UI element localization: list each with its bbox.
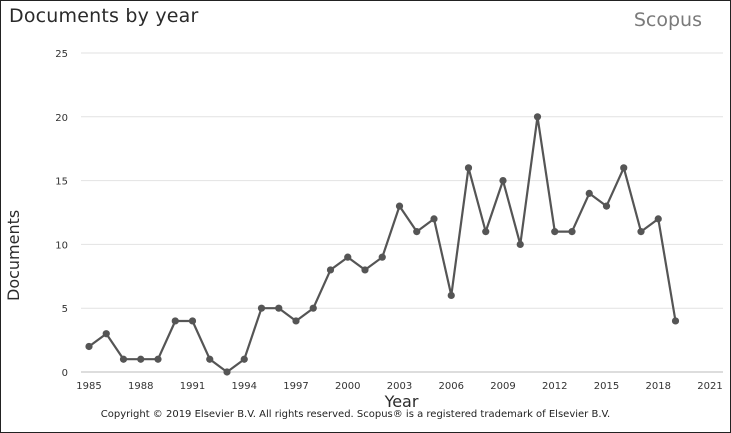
data-point	[551, 228, 559, 236]
data-point	[309, 304, 317, 312]
data-point	[361, 266, 369, 274]
data-point	[206, 355, 214, 363]
data-point	[620, 164, 628, 172]
x-tick-label: 1988	[128, 381, 153, 392]
data-point	[395, 202, 404, 210]
data-point	[654, 215, 662, 223]
y-tick-label: 0	[62, 368, 68, 379]
data-point	[102, 330, 110, 338]
y-tick-label: 15	[55, 177, 68, 188]
data-point	[516, 240, 524, 248]
data-point	[292, 317, 300, 325]
data-point	[482, 228, 490, 236]
data-point	[119, 355, 128, 363]
x-tick-label: 2000	[335, 381, 360, 392]
x-tick-label: 1994	[232, 381, 257, 392]
y-axis-label: Documents	[4, 209, 23, 301]
data-point	[499, 177, 507, 185]
data-point	[171, 317, 179, 325]
y-tick-label: 5	[62, 304, 68, 315]
x-tick-label: 2009	[490, 381, 515, 392]
x-tick-label: 1985	[76, 381, 101, 392]
data-point	[344, 253, 352, 261]
data-point	[240, 355, 248, 363]
gridlines	[81, 52, 723, 373]
data-point	[154, 355, 162, 363]
data-point	[585, 189, 593, 197]
x-tick-label: 1997	[283, 381, 308, 392]
data-point	[602, 202, 611, 210]
data-point	[430, 215, 438, 223]
data-point	[223, 368, 231, 376]
y-axis-ticks: 0 5 10 15 20 25	[55, 49, 68, 379]
data-point	[85, 342, 93, 351]
x-axis-label: Year	[384, 392, 419, 411]
chart-title: Documents by year	[9, 5, 199, 27]
x-tick-label: 2021	[697, 381, 722, 392]
data-point	[137, 355, 145, 363]
y-tick-label: 25	[55, 49, 68, 60]
x-tick-label: 2018	[646, 381, 671, 392]
data-point	[671, 317, 680, 325]
x-tick-label: 2015	[594, 381, 619, 392]
data-point	[188, 317, 197, 325]
series-documents	[85, 113, 680, 376]
data-point	[447, 291, 455, 300]
x-tick-label: 2003	[387, 381, 412, 392]
data-point	[326, 266, 335, 274]
x-tick-label: 2006	[439, 381, 464, 392]
x-axis-ticks: 1985 1988 1991 1994 1997 2000 2003 2006 2009 2012…	[76, 381, 722, 392]
data-point	[464, 164, 473, 172]
x-tick-label: 2012	[542, 381, 567, 392]
data-point	[637, 228, 645, 236]
data-point	[413, 228, 421, 236]
data-point	[257, 304, 266, 312]
y-tick-label: 10	[55, 240, 68, 251]
data-point	[533, 113, 542, 121]
y-tick-label: 20	[55, 113, 68, 124]
data-point	[275, 304, 283, 312]
data-point	[378, 253, 386, 261]
data-point	[568, 228, 576, 236]
x-tick-label: 1991	[180, 381, 205, 392]
copyright-notice: Copyright © 2019 Elsevier B.V. All right…	[100, 409, 611, 420]
scopus-logo: Scopus	[633, 9, 702, 31]
